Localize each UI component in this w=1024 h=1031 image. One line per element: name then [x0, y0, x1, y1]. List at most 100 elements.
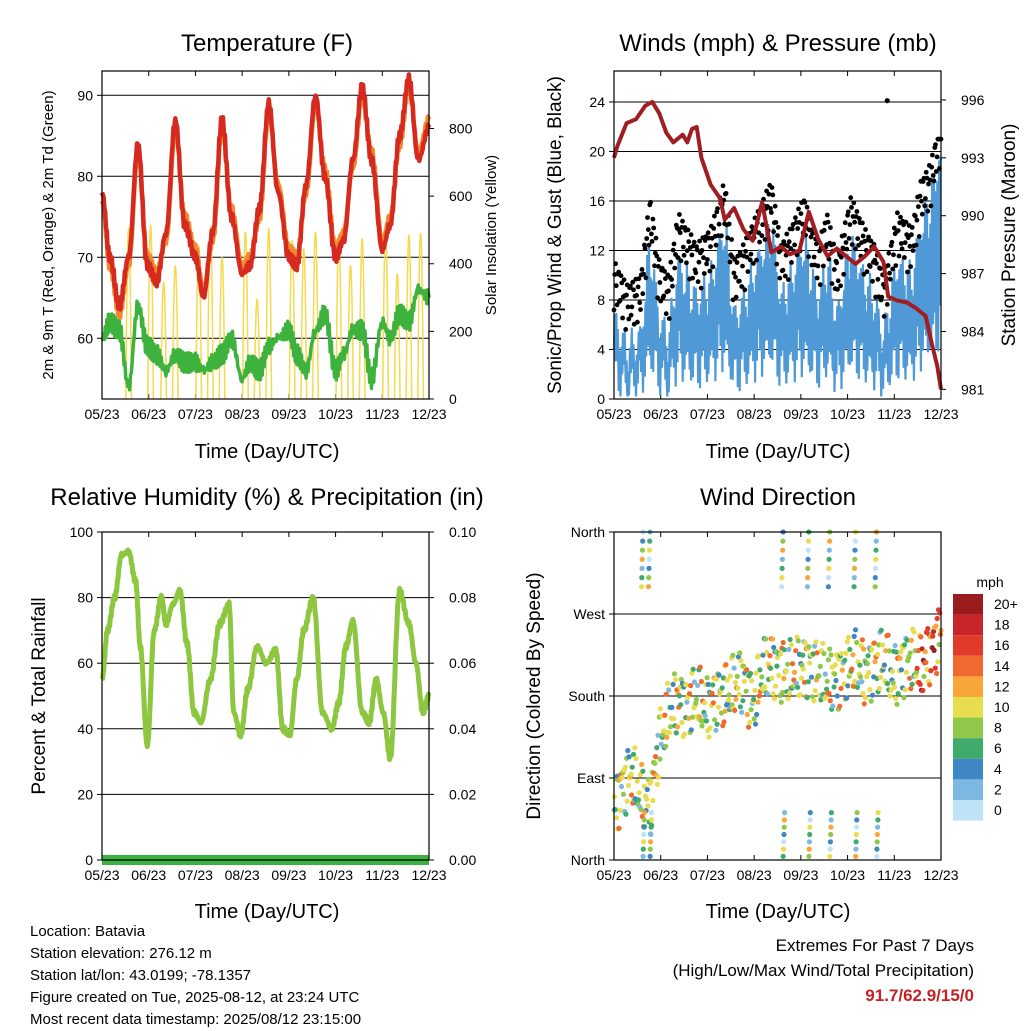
solar-insolation-curve [241, 231, 249, 400]
gust-point [759, 233, 765, 239]
gust-point [849, 205, 854, 210]
direction-point [666, 687, 672, 693]
speed-legend-label: 4 [994, 761, 1002, 777]
gust-point [856, 216, 862, 221]
direction-point [638, 806, 644, 813]
direction-point [744, 711, 750, 718]
x-tick-label: 10/23 [318, 867, 353, 883]
direction-point [645, 803, 651, 809]
gust-point [678, 258, 684, 264]
x-tick-label: 12/23 [923, 867, 958, 883]
direction-point [932, 665, 938, 671]
station-info: Location: Batavia Station elevation: 276… [30, 921, 361, 1031]
speed-legend-label: 12 [994, 678, 1010, 694]
direction-point [828, 810, 835, 816]
direction-point [833, 677, 839, 684]
direction-point [763, 636, 769, 642]
solar-insolation-curve [358, 238, 366, 400]
direction-point [769, 636, 776, 642]
gust-point [686, 239, 692, 245]
gust-point [762, 237, 768, 242]
direction-point [895, 691, 901, 697]
gust-point [745, 269, 751, 274]
direction-point [727, 673, 733, 679]
direction-point [872, 659, 878, 665]
gust-point [695, 279, 701, 285]
gust-point [910, 248, 916, 254]
gust-point [649, 231, 654, 237]
direction-point [613, 815, 620, 821]
gust-point [643, 275, 649, 281]
direction-point [844, 639, 850, 645]
direction-point [630, 751, 637, 758]
y2-tick-label: 981 [961, 381, 985, 397]
gust-point [740, 242, 746, 248]
gust-point [848, 195, 854, 201]
direction-point [795, 638, 801, 644]
x-tick-label: 08/23 [737, 406, 772, 422]
direction-point [807, 824, 813, 830]
gust-point [733, 294, 739, 300]
direction-point [805, 547, 811, 553]
direction-point [658, 741, 664, 747]
direction-point [734, 673, 740, 680]
direction-point [738, 658, 744, 664]
gust-point [907, 243, 913, 249]
speed-legend-swatch [953, 594, 983, 615]
direction-point [890, 680, 896, 686]
gust-point [624, 292, 629, 298]
winds-x-ticks: 05/23 06/23 07/23 08/23 09/23 10/23 11/23 12/23 [596, 71, 959, 422]
direction-point [641, 824, 647, 830]
y-tick-label: 24 [589, 94, 605, 110]
humidity-plot-frame [101, 531, 430, 861]
gust-point [877, 266, 883, 271]
direction-point [647, 538, 653, 544]
winds-panel: Winds (mph) & Pressure (mb) 04812162024 … [545, 30, 1020, 463]
gust-point [739, 284, 745, 289]
direction-point [644, 786, 650, 793]
temperature-panel: Temperature (F) 60 70 80 90 0 200 400 600 800 0… [40, 30, 500, 463]
direction-point [743, 688, 749, 694]
y2-tick-label: 0.00 [449, 852, 476, 868]
direction-point [839, 667, 845, 673]
direction-point [902, 687, 908, 693]
x-tick-label: 11/23 [365, 867, 399, 883]
direction-point [695, 682, 701, 689]
direction-point [854, 810, 860, 816]
direction-point [861, 646, 867, 652]
gust-point [617, 297, 623, 303]
direction-point [787, 636, 793, 643]
direction-point [827, 839, 834, 845]
gust-point [796, 206, 801, 212]
direction-point [618, 783, 625, 790]
gust-point [909, 232, 914, 238]
direction-point [648, 824, 654, 830]
direction-point [640, 768, 646, 774]
x-tick-label: 05/23 [84, 406, 119, 422]
gust-point [933, 142, 938, 148]
gust-point [870, 278, 875, 284]
direction-point [669, 704, 675, 711]
gust-point [922, 203, 928, 209]
direction-point [647, 846, 653, 852]
direction-point [779, 556, 786, 562]
direction-point [699, 723, 705, 729]
direction-point [807, 831, 813, 838]
direction-point [885, 632, 891, 638]
direction-point [686, 691, 693, 697]
gust-point [749, 224, 755, 230]
x-tick-label: 08/23 [225, 406, 260, 422]
humidity-y-label: Percent & Total Rainfall [29, 597, 50, 794]
direction-point [918, 634, 924, 640]
y-tick-label: 80 [77, 168, 93, 184]
direction-point [824, 678, 830, 684]
gust-point [699, 248, 705, 253]
direction-point [820, 640, 826, 646]
humidity-data [100, 547, 432, 865]
speed-legend-swatch [953, 655, 983, 677]
direction-point [641, 810, 648, 816]
direction-point [852, 627, 859, 633]
direction-point [764, 691, 771, 697]
direction-panel: Wind Direction North East South West North 0… [524, 484, 1018, 923]
gust-point [650, 216, 656, 222]
